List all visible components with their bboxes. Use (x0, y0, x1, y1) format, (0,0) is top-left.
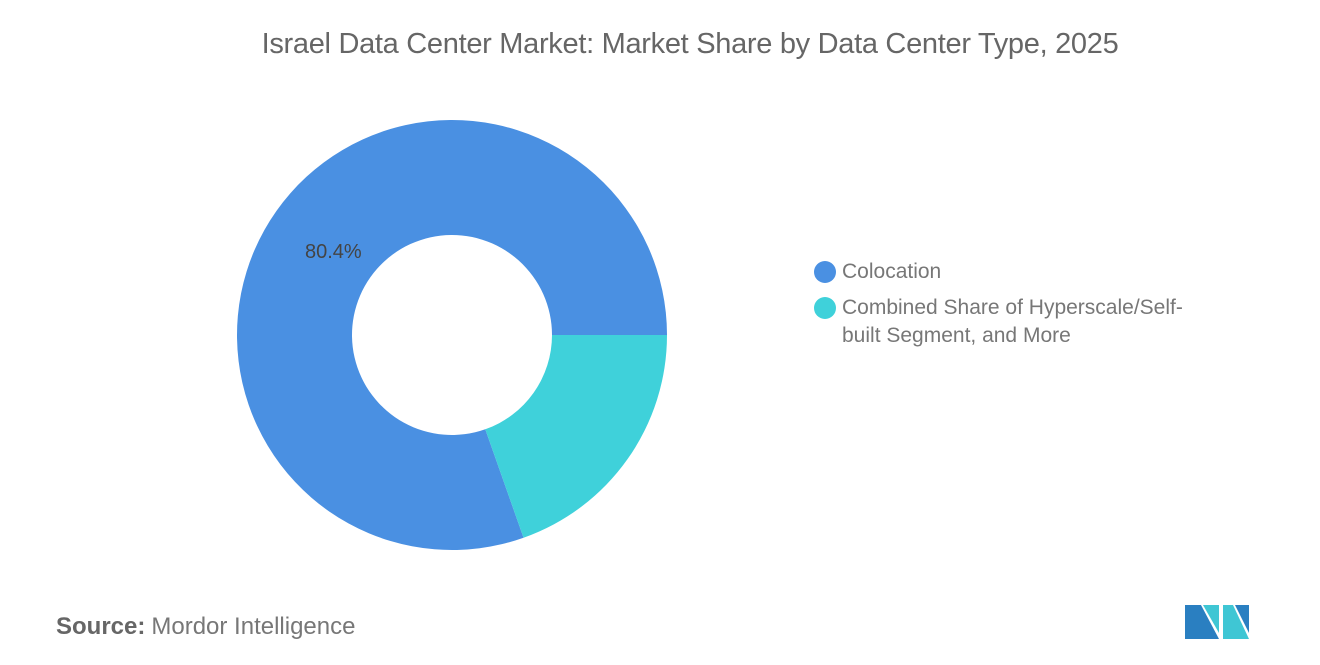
legend-item: Colocation (814, 258, 1194, 286)
mordor-logo (1185, 605, 1249, 639)
chart-title: Israel Data Center Market: Market Share … (261, 28, 1119, 60)
legend-label: Combined Share of Hyperscale/Self-built … (842, 296, 1183, 347)
legend-item: Combined Share of Hyperscale/Self-built … (814, 294, 1194, 350)
legend-swatch (814, 297, 836, 319)
legend: Colocation Combined Share of Hyperscale/… (814, 258, 1194, 358)
donut-chart: 80.4% (237, 120, 667, 551)
source-label: Source: (56, 613, 146, 640)
legend-swatch (814, 261, 836, 283)
data-label: 80.4% (305, 241, 362, 263)
slice-0 (237, 120, 667, 551)
legend-label: Colocation (842, 260, 942, 283)
source: Source: Mordor Intelligence (56, 613, 355, 641)
source-value: Mordor Intelligence (151, 613, 356, 640)
slice-1 (485, 335, 667, 538)
